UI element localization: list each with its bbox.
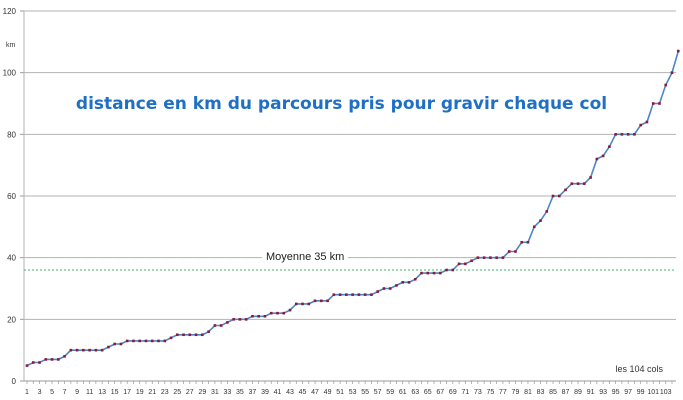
svg-text:103: 103	[660, 389, 672, 396]
svg-text:67: 67	[436, 389, 444, 396]
svg-text:33: 33	[223, 389, 231, 396]
svg-text:57: 57	[374, 389, 382, 396]
x-axis: 1 3 5 7 9 11 13 15 17 19 21 23 25 27 29 31 33 35 37 39 41 43 4…	[24, 380, 676, 396]
svg-text:75: 75	[486, 389, 494, 396]
svg-text:15: 15	[111, 389, 119, 396]
svg-text:45: 45	[299, 389, 307, 396]
svg-text:3: 3	[38, 389, 42, 396]
svg-text:63: 63	[411, 389, 419, 396]
svg-text:95: 95	[612, 389, 620, 396]
svg-text:13: 13	[98, 389, 106, 396]
svg-text:91: 91	[587, 389, 595, 396]
svg-text:20: 20	[7, 315, 16, 324]
svg-text:79: 79	[512, 389, 520, 396]
x-axis-note: les 104 cols	[615, 364, 663, 374]
svg-text:7: 7	[63, 389, 67, 396]
svg-text:9: 9	[75, 389, 79, 396]
svg-text:40: 40	[7, 254, 16, 263]
svg-text:101: 101	[647, 389, 659, 396]
y-axis-unit-label: km	[6, 42, 16, 49]
svg-text:5: 5	[50, 389, 54, 396]
svg-text:87: 87	[562, 389, 570, 396]
svg-text:21: 21	[148, 389, 156, 396]
svg-text:71: 71	[461, 389, 469, 396]
svg-text:11: 11	[86, 389, 93, 396]
gridlines	[24, 10, 676, 320]
y-axis: 0 20 40 60 80 100 120	[3, 7, 25, 386]
svg-text:37: 37	[249, 389, 257, 396]
data-markers	[25, 49, 680, 367]
svg-text:120: 120	[3, 7, 17, 16]
svg-text:100: 100	[3, 69, 17, 78]
svg-text:85: 85	[549, 389, 557, 396]
svg-text:99: 99	[637, 389, 645, 396]
svg-text:73: 73	[474, 389, 482, 396]
svg-text:41: 41	[274, 389, 282, 396]
svg-text:19: 19	[136, 389, 144, 396]
svg-text:51: 51	[336, 389, 344, 396]
svg-text:93: 93	[599, 389, 607, 396]
svg-text:83: 83	[537, 389, 545, 396]
svg-text:69: 69	[449, 389, 457, 396]
svg-text:29: 29	[198, 389, 206, 396]
svg-text:61: 61	[399, 389, 407, 396]
svg-text:60: 60	[7, 192, 16, 201]
svg-text:23: 23	[161, 389, 169, 396]
svg-text:77: 77	[499, 389, 507, 396]
svg-text:17: 17	[123, 389, 131, 396]
svg-text:0: 0	[12, 377, 17, 386]
svg-text:43: 43	[286, 389, 294, 396]
svg-text:97: 97	[624, 389, 632, 396]
svg-text:47: 47	[311, 389, 319, 396]
svg-text:89: 89	[574, 389, 582, 396]
svg-text:80: 80	[7, 130, 16, 139]
svg-text:1: 1	[25, 389, 29, 396]
chart-title: distance en km du parcours pris pour gra…	[75, 94, 608, 114]
svg-text:65: 65	[424, 389, 432, 396]
svg-text:25: 25	[173, 389, 181, 396]
svg-text:49: 49	[324, 389, 332, 396]
svg-text:55: 55	[361, 389, 369, 396]
svg-text:27: 27	[186, 389, 194, 396]
svg-text:31: 31	[211, 389, 219, 396]
average-label: Moyenne 35 km	[262, 251, 349, 263]
svg-text:53: 53	[349, 389, 357, 396]
svg-text:35: 35	[236, 389, 244, 396]
svg-text:39: 39	[261, 389, 269, 396]
svg-text:59: 59	[386, 389, 394, 396]
svg-text:81: 81	[524, 389, 532, 396]
